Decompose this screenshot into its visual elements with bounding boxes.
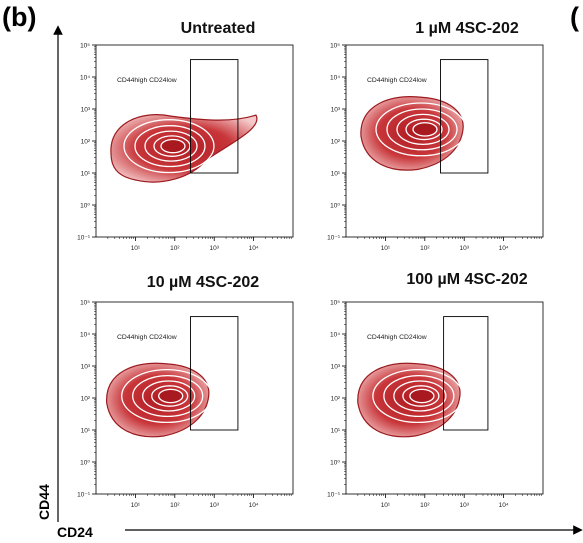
contour-level [393, 380, 447, 412]
y-tick-label: 10² [81, 139, 91, 146]
x-tick-label: 10² [420, 502, 430, 509]
plot-title-1um: 1 µM 4SC-202 [415, 20, 519, 37]
y-tick-label: 10¹ [331, 428, 341, 435]
contour-level [132, 374, 204, 418]
contour-level [402, 385, 440, 407]
plot-title-10um: 10 µM 4SC-202 [146, 274, 260, 291]
y-tick-label: 10⁰ [330, 203, 340, 210]
contour-level [142, 380, 196, 412]
y-tick-label: 10⁻¹ [77, 235, 91, 242]
gate-label: CD44high CD24low [367, 77, 427, 84]
contour-outer [357, 362, 461, 438]
contour-level [396, 113, 450, 146]
panel-letter: (b) [2, 2, 37, 32]
contour-level [121, 368, 213, 424]
y-tick-label: 10⁰ [80, 460, 90, 467]
y-tick-label: 10³ [331, 364, 341, 371]
x-tick-label: 10² [170, 245, 180, 252]
gate-label: CD44high CD24low [367, 334, 427, 341]
y-tick-label: 10⁻¹ [77, 492, 91, 499]
contour-level [412, 122, 438, 137]
x-tick-label: 10⁴ [499, 502, 509, 509]
x-tick-label: 10³ [459, 502, 469, 509]
contour-outer [360, 96, 464, 171]
gate-rectangle [190, 59, 239, 174]
y-tick-label: 10⁰ [330, 460, 340, 467]
y-tick-label: 10² [331, 396, 341, 403]
gate-rectangle [190, 316, 239, 431]
y-tick-label: 10⁴ [330, 75, 340, 82]
y-tick-label: 10⁻¹ [327, 492, 341, 499]
plot-title-100um: 100 µM 4SC-202 [406, 271, 528, 288]
contour-level [372, 368, 464, 424]
y-tick-label: 10⁵ [330, 300, 340, 307]
contour-plot-1: 10⁻¹ 10⁰ 10¹ 10² 10³ 10⁴ 10⁵ 10¹ 10² 10³ 10⁴ CD44hi… [327, 43, 544, 252]
cell-population-contour [106, 362, 213, 438]
y-tick-label: 10⁵ [80, 43, 90, 50]
x-tick-label: 10¹ [381, 245, 391, 252]
contour-outer [106, 362, 210, 438]
contour-plot-0: 10⁻¹ 10⁰ 10¹ 10² 10³ 10⁴ 10⁵ 10¹ 10² 10³ 10⁴ CD44hi… [77, 43, 294, 252]
y-tick-label: 10⁴ [330, 332, 340, 339]
y-axis-title: CD44 [36, 484, 52, 520]
contour-level [144, 130, 198, 162]
y-tick-label: 10⁴ [80, 332, 90, 339]
y-tick-label: 10⁵ [80, 300, 90, 307]
gate-rectangle [443, 316, 489, 431]
y-tick-label: 10⁴ [80, 75, 90, 82]
y-tick-label: 10¹ [81, 428, 91, 435]
y-tick-label: 10³ [81, 364, 91, 371]
cell-population-contour [357, 362, 464, 438]
y-tick-label: 10⁵ [330, 43, 340, 50]
x-tick-label: 10³ [459, 245, 469, 252]
y-tick-label: 10³ [331, 107, 341, 114]
plot-title-untreated: Untreated [180, 20, 256, 37]
y-tick-label: 10¹ [331, 171, 341, 178]
y-tick-label: 10² [331, 139, 341, 146]
x-tick-label: 10¹ [131, 502, 141, 509]
x-tick-label: 10⁴ [499, 245, 509, 252]
contour-level [386, 108, 458, 151]
gate-rectangle [440, 59, 489, 174]
x-tick-label: 10⁴ [249, 245, 259, 252]
contour-level [134, 125, 206, 168]
gate-label: CD44high CD24low [117, 334, 177, 341]
x-tick-label: 10² [420, 245, 430, 252]
x-tick-label: 10³ [209, 502, 219, 509]
contour-plot-3: 10⁻¹ 10⁰ 10¹ 10² 10³ 10⁴ 10⁵ 10¹ 10² 10³ 10⁴ CD44hi… [327, 300, 544, 509]
x-axis-title: CD24 [57, 524, 93, 540]
contour-level [375, 102, 467, 157]
contour-plot-2: 10⁻¹ 10⁰ 10¹ 10² 10³ 10⁴ 10⁵ 10¹ 10² 10³ 10⁴ CD44hi… [77, 300, 294, 509]
contour-level [405, 118, 443, 141]
y-tick-label: 10¹ [81, 171, 91, 178]
x-tick-label: 10¹ [381, 502, 391, 509]
gate-label: CD44high CD24low [117, 77, 177, 84]
y-tick-label: 10² [81, 396, 91, 403]
contour-level [158, 388, 184, 404]
x-tick-label: 10⁴ [249, 502, 259, 509]
y-tick-label: 10³ [81, 107, 91, 114]
contour-level [151, 385, 189, 407]
contour-level [123, 119, 215, 174]
contour-level [153, 135, 191, 157]
contour-level [383, 374, 455, 418]
contour-level [409, 388, 435, 404]
x-tick-label: 10² [170, 502, 180, 509]
cell-population-contour [360, 96, 467, 171]
next-panel-fragment: ( [570, 2, 579, 32]
y-tick-label: 10⁰ [80, 203, 90, 210]
x-tick-label: 10³ [209, 245, 219, 252]
x-tick-label: 10¹ [131, 245, 141, 252]
contour-level [160, 138, 186, 154]
y-tick-label: 10⁻¹ [327, 235, 341, 242]
cell-population-contour [110, 114, 258, 183]
